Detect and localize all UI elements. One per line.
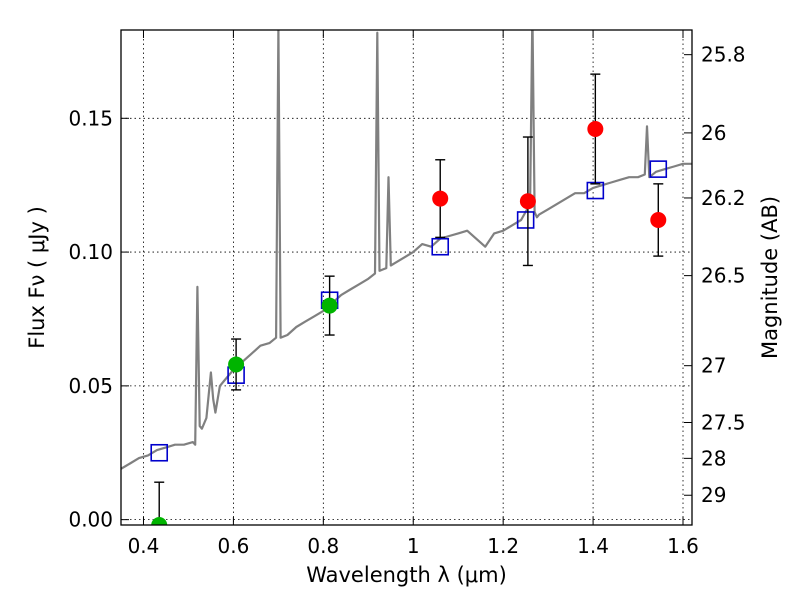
model-photometry-point bbox=[431, 237, 450, 256]
y2-tick-label: 27 bbox=[701, 354, 726, 378]
observed-flux-point bbox=[519, 193, 536, 210]
x-tick-label: 0.8 bbox=[307, 534, 339, 558]
x-tick-label: 1.4 bbox=[577, 534, 609, 558]
observed-flux-point bbox=[151, 517, 168, 525]
y-tick-label: 0.00 bbox=[68, 508, 113, 532]
model-photometry-point bbox=[649, 160, 668, 178]
spectrum-line bbox=[121, 30, 692, 470]
observed-flux-point bbox=[650, 211, 667, 228]
y-tick-label: 0.10 bbox=[68, 240, 113, 264]
y2-tick-label: 28 bbox=[701, 446, 726, 470]
x-tick-label: 1.6 bbox=[667, 534, 699, 558]
y-tick-label: 0.05 bbox=[68, 374, 113, 398]
plot-area bbox=[121, 30, 692, 525]
x-axis-label: Wavelength λ (μm) bbox=[306, 563, 507, 587]
y2-tick-label: 26 bbox=[701, 121, 726, 145]
observed-flux-point bbox=[432, 190, 449, 207]
plot-frame bbox=[120, 29, 693, 526]
observed-flux-point bbox=[587, 121, 604, 137]
observed-flux-point bbox=[228, 356, 245, 373]
model-photometry-point bbox=[150, 443, 169, 462]
model-photometry-point bbox=[516, 211, 535, 229]
y2-tick-label: 29 bbox=[701, 483, 726, 507]
observed-flux-point bbox=[321, 297, 338, 314]
y2-tick-label: 26.2 bbox=[701, 186, 746, 210]
x-tick-label: 1.2 bbox=[487, 534, 519, 558]
x-tick-label: 1 bbox=[407, 534, 420, 558]
axis-ticks: 0.4 0.6 0.8 1 1.2 1.4 1.6 0.00 0.05 0.10 0.15 25.8 2… bbox=[68, 30, 746, 558]
x-tick-label: 0.6 bbox=[217, 534, 249, 558]
y-tick-label: 0.15 bbox=[68, 106, 113, 130]
y2-tick-label: 26.5 bbox=[701, 264, 746, 288]
x-tick-label: 0.4 bbox=[128, 534, 160, 558]
y2-tick-label: 25.8 bbox=[701, 43, 746, 67]
grid bbox=[121, 30, 692, 525]
y-axis-label: Flux Fν ( μJy ) bbox=[25, 206, 49, 349]
y2-axis-label: Magnitude (AB) bbox=[758, 196, 782, 359]
y2-tick-label: 27.5 bbox=[701, 411, 746, 435]
